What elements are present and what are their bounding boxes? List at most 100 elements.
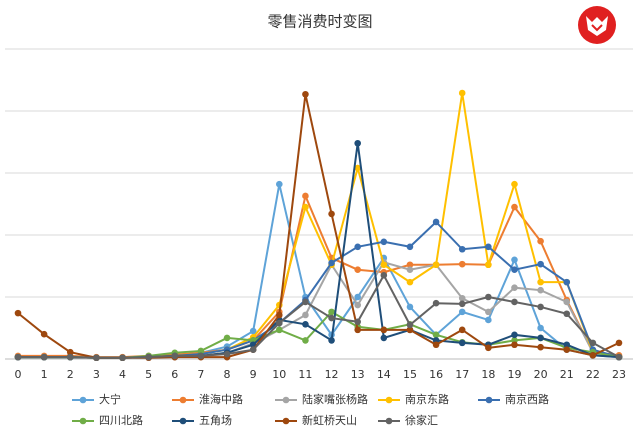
x-tick-label: 6 [171,368,178,381]
point [563,346,571,354]
point [406,266,414,274]
point [328,337,335,344]
point [432,341,440,349]
x-tick-label: 5 [145,368,152,381]
point [537,237,544,245]
point [302,337,309,344]
point [145,353,152,361]
point [485,308,492,316]
point [485,316,492,324]
chart-title: 零售消费时变图 [267,13,372,31]
point [302,90,309,98]
point [537,334,544,342]
point [458,260,466,268]
point [511,256,518,264]
point [406,326,414,334]
point [432,261,440,269]
point [458,300,466,308]
point [432,218,440,226]
legend-label: 淮海中路 [199,392,243,406]
point [406,278,414,286]
legend-marker [79,417,87,425]
point [328,308,335,316]
legend-marker [179,396,187,404]
point [302,192,309,200]
legend-marker [385,396,393,404]
x-tick-label: 8 [224,368,231,381]
point [537,343,544,351]
x-tick-label: 12 [325,368,339,381]
point [302,311,309,319]
x-tick-label: 13 [351,368,365,381]
point [354,164,361,172]
point [511,298,518,306]
x-tick-label: 4 [119,368,126,381]
point [589,351,597,359]
x-tick-label: 2 [67,368,74,381]
point [223,350,231,358]
point [563,298,571,306]
point [302,203,309,211]
point [354,293,361,301]
point [66,353,74,361]
x-tick-label: 21 [560,368,574,381]
point [485,261,492,269]
x-tick-label: 14 [377,368,391,381]
point [511,341,518,349]
x-tick-label: 23 [612,368,626,381]
point [380,261,388,269]
line [18,273,620,359]
point [354,301,361,309]
x-tick-label: 18 [481,368,495,381]
x-tick-label: 19 [507,368,521,381]
point [615,339,623,347]
point [328,314,335,322]
legend-marker [282,417,290,425]
point [432,331,440,339]
point [354,243,361,251]
legend-label: 四川北路 [99,414,143,427]
point [302,320,309,328]
point [406,303,414,311]
point [14,353,22,361]
x-tick-label: 11 [298,368,312,381]
point [458,339,466,347]
point [380,334,388,342]
point [328,210,335,218]
point [66,348,74,356]
point [485,293,492,301]
point [458,308,466,316]
legend-marker [79,396,87,404]
legend-marker [282,396,290,404]
point [276,311,283,319]
point [537,324,544,332]
x-tick-label: 0 [15,368,22,381]
x-tick-label: 7 [197,368,204,381]
legend-label: 南京东路 [405,392,449,406]
point [537,303,544,311]
point [511,331,518,339]
point [354,266,361,274]
point [249,346,257,354]
point [458,89,466,97]
point [458,294,466,302]
point [40,353,48,361]
point [511,284,518,292]
point [511,180,518,188]
point [511,266,518,274]
point [119,354,126,362]
point [14,309,22,317]
point [589,339,597,347]
point [406,321,414,329]
legend-marker [385,417,393,425]
point [458,326,466,334]
legend-label: 陆家嘴张杨路 [302,392,368,406]
x-tick-label: 17 [455,368,469,381]
point [328,259,335,267]
point [563,341,571,349]
point [171,352,179,360]
legend-marker [179,417,187,425]
point [223,334,231,342]
x-tick-label: 20 [534,368,548,381]
